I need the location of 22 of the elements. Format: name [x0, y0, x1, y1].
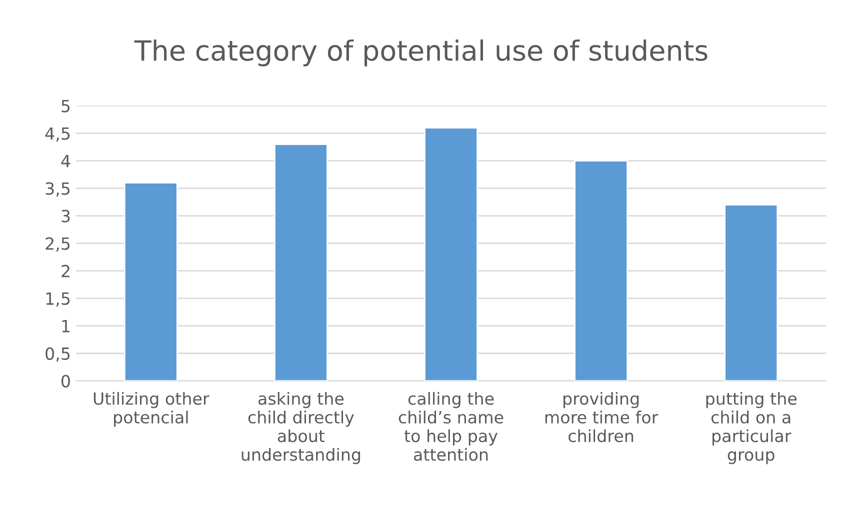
y-tick-label: 1,5 [46, 292, 70, 307]
y-tick-label: 0,5 [46, 347, 70, 362]
bar [424, 127, 478, 381]
y-tick-label: 2,5 [46, 237, 70, 252]
y-tick-label: 4 [61, 154, 70, 168]
y-tick-label: 3 [62, 210, 70, 222]
y-tick-label: 3,5 [46, 182, 70, 197]
x-tick-label: Utilizing other potencial [94, 392, 210, 427]
bar [124, 182, 178, 381]
x-tick-label: providing more time for children [545, 392, 658, 442]
x-tick-label: calling the child’s name to help pay attention [398, 392, 504, 461]
y-tick-label: 5 [62, 100, 70, 112]
x-tick-label: asking the child directly about understanding [242, 392, 360, 464]
y-tick-label: 4,5 [45, 127, 70, 142]
y-tick-label: 0 [62, 374, 70, 388]
bar [574, 160, 628, 381]
bar [724, 204, 778, 381]
bar [274, 144, 328, 381]
y-tick-label: 2 [62, 264, 70, 278]
x-tick-label: putting the child on a particular group [706, 392, 797, 464]
chart-title: The category of potential use of students [134, 39, 708, 66]
y-tick-label: 1 [62, 320, 70, 332]
